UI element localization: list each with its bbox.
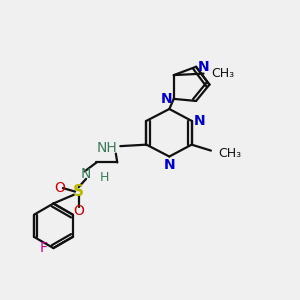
Text: N: N [161,92,172,106]
Text: CH₃: CH₃ [218,147,242,160]
Text: CH₃: CH₃ [211,67,234,80]
Text: N: N [194,114,205,128]
Text: S: S [73,184,84,199]
Text: N: N [164,158,175,172]
Text: H: H [100,171,109,184]
Text: NH: NH [97,141,117,154]
Text: N: N [81,167,91,182]
Text: N: N [198,60,209,74]
Text: O: O [54,181,65,195]
Text: O: O [73,204,84,218]
Text: F: F [40,241,48,255]
